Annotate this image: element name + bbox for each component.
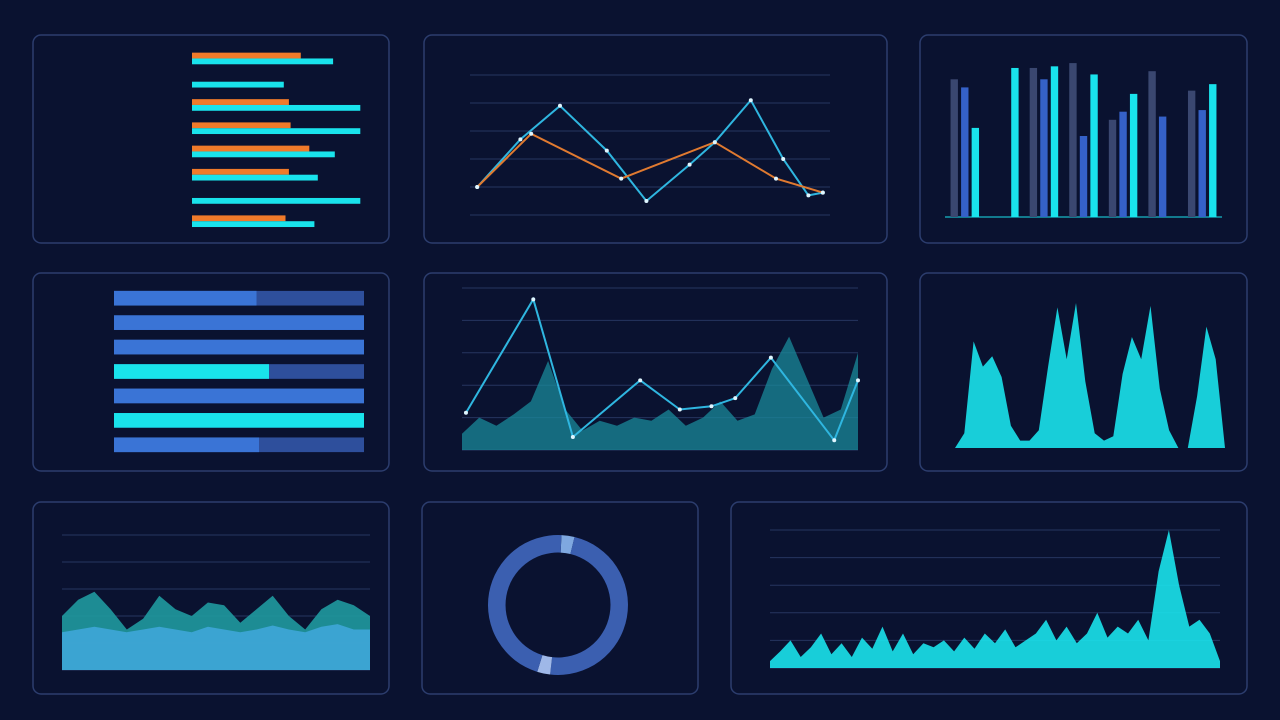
panel xyxy=(423,272,888,472)
bar xyxy=(192,99,289,105)
bar xyxy=(1090,74,1098,217)
point xyxy=(748,98,753,103)
bar xyxy=(1148,71,1156,217)
pie-slice xyxy=(560,535,575,554)
bar xyxy=(192,197,361,204)
point xyxy=(529,131,534,136)
bar xyxy=(192,104,361,111)
bar xyxy=(1050,66,1059,217)
point xyxy=(558,103,562,108)
panel xyxy=(423,34,888,244)
bar xyxy=(192,128,361,135)
area xyxy=(462,336,858,450)
point xyxy=(806,193,811,198)
bar xyxy=(1119,111,1127,217)
bar xyxy=(1029,67,1038,218)
bar xyxy=(192,215,286,222)
point xyxy=(518,137,523,142)
bar xyxy=(1011,67,1019,218)
line xyxy=(476,98,823,203)
bar xyxy=(114,364,269,379)
bar xyxy=(1129,93,1138,217)
point xyxy=(820,190,825,195)
bar xyxy=(1079,136,1088,217)
bar xyxy=(1187,90,1196,217)
point xyxy=(644,199,649,203)
point xyxy=(687,162,692,167)
panel xyxy=(32,34,390,244)
point xyxy=(677,407,682,412)
point xyxy=(463,410,468,415)
point xyxy=(475,185,480,189)
panel xyxy=(32,272,390,472)
point xyxy=(604,148,609,153)
bar xyxy=(1069,63,1077,217)
point xyxy=(619,176,624,181)
pie-slice xyxy=(537,655,553,675)
point xyxy=(638,378,643,383)
pie-slice xyxy=(487,535,562,672)
panel xyxy=(919,34,1248,244)
point xyxy=(709,404,714,409)
point xyxy=(712,140,717,145)
point xyxy=(781,157,786,161)
bar xyxy=(114,339,364,355)
bar xyxy=(961,87,969,218)
bar xyxy=(192,174,318,181)
bar xyxy=(114,413,364,428)
line xyxy=(476,132,824,194)
panel xyxy=(32,501,390,695)
bar xyxy=(192,122,291,129)
area xyxy=(62,624,370,670)
panel xyxy=(919,272,1248,472)
bar xyxy=(1209,84,1217,217)
line xyxy=(465,296,859,443)
bar xyxy=(1158,116,1167,217)
bar xyxy=(950,79,958,217)
bar xyxy=(114,388,364,404)
panels xyxy=(32,34,1248,695)
bar xyxy=(114,290,257,306)
pie-slice xyxy=(550,536,628,675)
bar xyxy=(192,145,310,152)
point xyxy=(531,297,536,302)
bar xyxy=(971,127,980,217)
area xyxy=(770,530,1220,668)
point xyxy=(774,176,778,181)
bar xyxy=(1198,110,1206,217)
area xyxy=(955,303,1225,448)
point xyxy=(768,355,773,360)
point xyxy=(733,396,738,401)
bar xyxy=(192,58,334,65)
bar xyxy=(192,168,289,175)
point xyxy=(832,438,837,443)
bar xyxy=(192,151,335,158)
bar xyxy=(1040,79,1048,217)
bar xyxy=(114,315,364,330)
bar xyxy=(1108,119,1117,217)
point xyxy=(856,378,860,383)
bar xyxy=(192,52,301,59)
bar xyxy=(192,81,284,88)
bar xyxy=(192,221,315,228)
panel xyxy=(421,501,699,695)
bar xyxy=(114,437,259,453)
point xyxy=(570,435,575,440)
panel xyxy=(730,501,1248,695)
